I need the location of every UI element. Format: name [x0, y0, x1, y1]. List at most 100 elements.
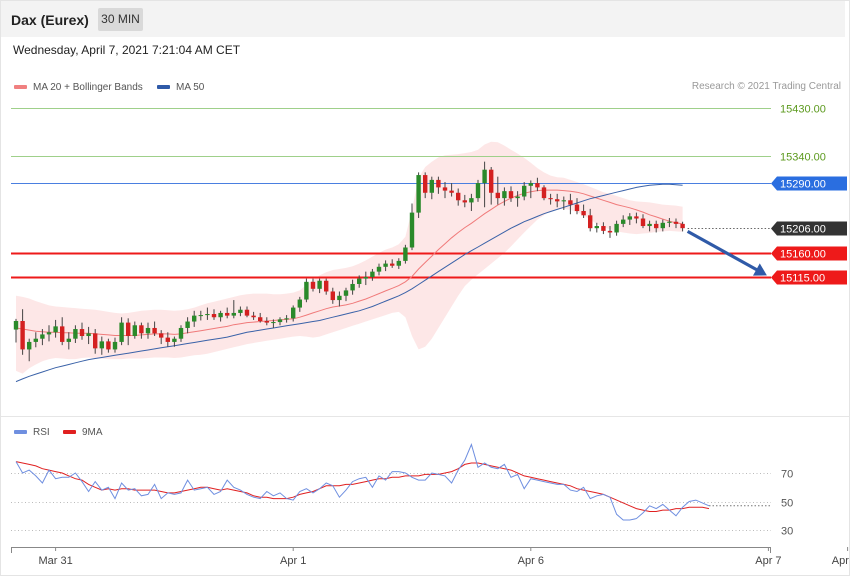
candle-body — [324, 280, 329, 292]
candle — [502, 187, 507, 206]
candle — [640, 214, 646, 229]
pivot-label: 15290.00 — [780, 179, 826, 191]
candle-body — [495, 192, 500, 199]
support-tag — [771, 270, 847, 285]
candle-body — [627, 216, 632, 220]
candle — [673, 218, 679, 229]
candle-body — [469, 198, 474, 203]
candle — [508, 186, 514, 202]
candle-body — [541, 187, 547, 199]
candle — [343, 287, 349, 302]
candle-body — [548, 198, 553, 200]
candle — [535, 177, 540, 192]
candle — [396, 258, 401, 269]
support-label: 15160.00 — [780, 249, 826, 261]
candle — [376, 263, 382, 276]
candle-body — [390, 263, 395, 266]
resistance-label: 15430.00 — [780, 104, 826, 116]
current-price-label: 15206.00 — [780, 224, 826, 236]
rsi-ma-swatch-icon — [63, 430, 76, 435]
candle — [634, 212, 639, 224]
candle — [614, 220, 619, 236]
candle-body — [277, 319, 283, 323]
chart-datetime: Wednesday, April 7, 2021 7:21:04 AM CET — [13, 43, 241, 57]
candle — [185, 317, 190, 334]
candle-body — [535, 183, 540, 188]
candle — [205, 307, 210, 320]
candle-body — [231, 312, 236, 316]
candle-body — [93, 333, 98, 349]
candle — [429, 176, 434, 200]
rsi-tick-label: 30 — [781, 526, 793, 538]
candle-body — [423, 175, 428, 193]
timeframe-button[interactable]: 30 MIN — [98, 8, 143, 31]
candle — [93, 329, 98, 354]
candle — [304, 278, 309, 303]
candle — [594, 222, 599, 233]
candle-body — [86, 333, 91, 337]
forecast-arrow-head — [752, 263, 767, 276]
candle — [27, 338, 32, 362]
x-axis-tick-label: Apr 1 — [280, 555, 306, 567]
candle — [390, 259, 395, 268]
candles-layer — [13, 161, 685, 362]
candle-body — [244, 309, 250, 316]
legend-ma20-label: MA 20 + Bollinger Bands — [33, 82, 143, 93]
rsi-tick-label: 50 — [781, 498, 793, 510]
candle-body — [376, 266, 382, 272]
candle — [654, 220, 659, 233]
candle-body — [178, 327, 184, 339]
x-axis-tick-label: Mar 31 — [38, 555, 72, 567]
candle — [159, 330, 164, 345]
candle-body — [594, 226, 599, 229]
candle — [53, 319, 58, 338]
candle-body — [462, 200, 467, 203]
candle — [310, 278, 316, 292]
candle-body — [561, 200, 566, 202]
candle-body — [337, 295, 342, 301]
candle-body — [370, 271, 375, 277]
rsi-tick-label: 70 — [781, 469, 793, 481]
candle-body — [218, 312, 223, 318]
candle-body — [165, 337, 170, 342]
forecast-arrow-layer — [686, 229, 767, 276]
candle — [667, 217, 672, 228]
candle-body — [238, 309, 243, 313]
candle — [647, 220, 652, 232]
candle-body — [33, 338, 38, 342]
candle-body — [634, 216, 639, 219]
candle — [601, 222, 606, 235]
candle — [126, 318, 131, 346]
candle-body — [502, 191, 507, 199]
ma50-line — [15, 183, 683, 383]
candle — [363, 271, 368, 286]
candle-body — [310, 281, 316, 289]
candle-body — [621, 219, 626, 224]
candle — [607, 226, 613, 238]
candle — [416, 172, 421, 218]
x-axis-tick-label: Apr 6 — [518, 555, 544, 567]
rsi-line — [15, 443, 710, 521]
forecast-arrow-shaft — [686, 229, 760, 273]
bollinger-band — [16, 141, 683, 374]
legend-ma20: MA 20 + Bollinger Bands — [14, 82, 143, 93]
candle — [132, 321, 137, 339]
candle-body — [416, 175, 421, 213]
candle — [317, 278, 322, 294]
candle-body — [40, 334, 45, 339]
candle-body — [73, 329, 78, 339]
candle-body — [429, 179, 434, 193]
candle — [277, 317, 283, 326]
candle — [383, 260, 388, 272]
candle — [541, 185, 547, 201]
candle-body — [647, 223, 652, 227]
candle — [357, 275, 362, 288]
candle-body — [489, 169, 494, 193]
candle-body — [159, 333, 164, 338]
x-axis-tick-label: Apr 11 — [832, 555, 849, 567]
candle-body — [66, 338, 71, 342]
candle-body — [555, 199, 560, 202]
legend-rsi-label: RSI — [33, 427, 50, 438]
candle — [20, 309, 25, 355]
